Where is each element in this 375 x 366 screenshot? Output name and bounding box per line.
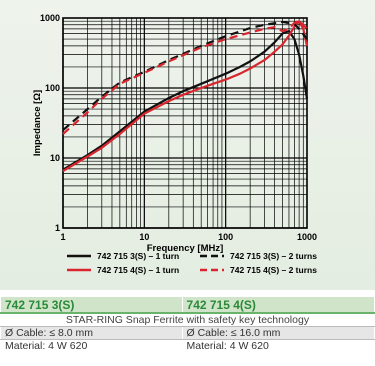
plot-frame — [62, 17, 308, 229]
legend-label: 742 715 3(S) – 2 turns — [230, 251, 317, 261]
y-tick-label: 1000 — [40, 13, 60, 23]
series-line — [62, 20, 309, 173]
y-tick-label: 100 — [45, 83, 60, 93]
table-row: Ø Cable: ≤ 8.0 mm Ø Cable: ≤ 16.0 mm — [0, 326, 375, 340]
table-cell: Ø Cable: ≤ 16.0 mm — [181, 326, 375, 340]
x-tick-label: 1000 — [297, 232, 317, 242]
spec-table: 742 715 3(S) 742 715 4(S) STAR-RING Snap… — [0, 296, 375, 353]
grid — [62, 18, 307, 229]
product-description: STAR-RING Snap Ferrite with safety key t… — [0, 312, 375, 327]
table-cell: Material: 4 W 620 — [181, 339, 375, 353]
table-header-row: 742 715 3(S) 742 715 4(S) — [0, 296, 375, 314]
table-description-row: STAR-RING Snap Ferrite with safety key t… — [0, 312, 375, 327]
y-axis-label: Impedance [Ω] — [32, 90, 43, 156]
legend-label: 742 715 4(S) – 1 turn — [97, 265, 179, 275]
table-header-cell: 742 715 4(S) — [181, 296, 375, 314]
y-tick-label: 1 — [55, 223, 60, 233]
series-line — [62, 19, 308, 135]
table-cell: Material: 4 W 620 — [0, 339, 183, 353]
legend-label: 742 715 4(S) – 2 turns — [230, 265, 317, 275]
table-row: Material: 4 W 620 Material: 4 W 620 — [0, 339, 375, 353]
impedance-chart: 1 10 100 1000 1 10 100 1000 Frequency [MHz] Imp… — [32, 13, 317, 275]
chart-panel: 1 10 100 1000 1 10 100 1000 Frequency [MHz] Imp… — [0, 0, 375, 290]
x-axis-label: Frequency [MHz] — [147, 243, 224, 254]
legend: 742 715 3(S) – 1 turn 742 715 4(S) – 1 tu… — [67, 251, 317, 275]
x-tick-label: 10 — [139, 232, 149, 242]
y-tick-label: 10 — [50, 153, 60, 163]
legend-label: 742 715 3(S) – 1 turn — [97, 251, 179, 261]
table-header-cell: 742 715 3(S) — [0, 296, 183, 314]
table-cell: Ø Cable: ≤ 8.0 mm — [0, 326, 183, 340]
series-group — [62, 19, 309, 173]
x-tick-label: 1 — [60, 232, 65, 242]
series-line — [62, 20, 308, 131]
series-line — [62, 30, 309, 171]
tick-labels: 1 10 100 1000 1 10 100 1000 — [40, 13, 317, 242]
x-tick-label: 100 — [218, 232, 233, 242]
